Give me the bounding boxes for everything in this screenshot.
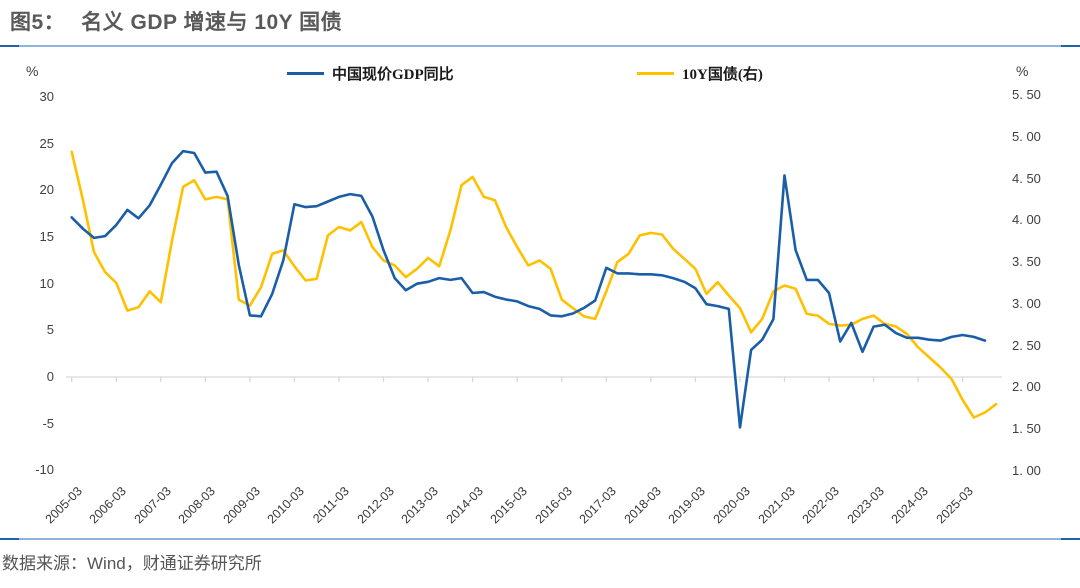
x-axis-tick-label: 2024-03 (888, 484, 932, 527)
title-underline-right-cap (1061, 45, 1080, 47)
legend-item-gdp: 中国现价GDP同比 (287, 63, 454, 84)
x-axis-tick-label: 2010-03 (264, 484, 308, 527)
legend-item-bond: 10Y国债(右) (637, 63, 763, 84)
x-axis-tick-label: 2014-03 (443, 484, 486, 527)
right-axis-tick-label: 2. 00 (1012, 379, 1041, 395)
right-axis-tick-label: 5. 00 (1012, 128, 1041, 144)
left-axis-tick-label: 5 (46, 322, 54, 338)
left-axis-tick-label: 30 (39, 89, 54, 104)
x-axis-tick-label: 2023-03 (844, 484, 887, 527)
x-axis-tick-label: 2016-03 (532, 484, 575, 527)
x-axis-tick-label: 2005-03 (42, 484, 85, 527)
left-axis-tick-label: 15 (39, 229, 54, 244)
legend-label-gdp: 中国现价GDP同比 (332, 67, 454, 83)
footer-divider-left-cap (0, 538, 19, 540)
x-axis-tick-label: 2006-03 (86, 484, 130, 527)
bond-line-swatch (637, 72, 674, 75)
legend-label-bond: 10Y国债(右) (682, 67, 763, 83)
right-axis-tick-label: 1. 00 (1012, 463, 1041, 479)
right-axis-tick-label: 2. 50 (1012, 337, 1041, 353)
right-axis-unit: % (1016, 63, 1029, 79)
gdp-line-swatch (287, 72, 324, 75)
x-axis-tick-label: 2012-03 (354, 484, 397, 527)
left-axis-unit: % (26, 63, 39, 79)
title-underline-left-cap (0, 45, 19, 47)
x-axis-tick-label: 2018-03 (621, 484, 664, 527)
zero-gridline (66, 376, 1002, 382)
x-axis-tick-label: 2025-03 (933, 484, 976, 527)
title-underline (0, 45, 1080, 47)
right-axis-tick-label: 3. 50 (1012, 254, 1041, 270)
x-axis-tick-label: 2015-03 (487, 484, 531, 527)
left-axis-tick-label: -5 (42, 415, 54, 431)
figure-number: 图5： (10, 11, 66, 34)
footer-divider-right-cap (1061, 538, 1080, 540)
x-axis-tick-label: 2009-03 (220, 484, 263, 527)
right-axis-tick-label: 4. 00 (1012, 212, 1041, 228)
x-axis-tick-label: 2011-03 (310, 484, 352, 526)
x-axis-tick-label: 2008-03 (175, 484, 219, 527)
x-axis-tick-label: 2021-03 (755, 484, 798, 527)
x-axis-tick-label: 2022-03 (799, 484, 842, 527)
right-axis-tick-label: 1. 50 (1012, 421, 1041, 437)
left-axis-tick-label: 0 (46, 369, 54, 385)
right-axis-tick-label: 5. 50 (1012, 87, 1041, 102)
x-axis-tick-label: 2007-03 (131, 484, 174, 527)
left-axis-tick-label: 25 (39, 135, 54, 151)
x-axis-tick-label: 2020-03 (710, 484, 753, 527)
left-axis-tick-label: 20 (39, 182, 54, 198)
page-title: 图5： 名义 GDP 增速与 10Y 国债 (10, 6, 342, 36)
bond-yield-line (70, 150, 998, 419)
right-axis-tick-label: 4. 50 (1012, 170, 1041, 186)
x-axis-tick-label: 2019-03 (665, 484, 709, 527)
left-axis-tick-label: -10 (35, 462, 54, 478)
x-axis-tick-label: 2017-03 (576, 484, 620, 527)
x-axis-tick-label: 2013-03 (398, 484, 441, 527)
footer-divider (0, 538, 1080, 540)
source-note: 数据来源：Wind，财通证券研究所 (2, 554, 262, 573)
right-axis-tick-label: 3. 00 (1012, 295, 1041, 311)
figure-title-text: 名义 GDP 增速与 10Y 国债 (81, 11, 343, 34)
left-axis-tick-label: 10 (39, 275, 54, 291)
gdp-growth-line (70, 149, 987, 429)
